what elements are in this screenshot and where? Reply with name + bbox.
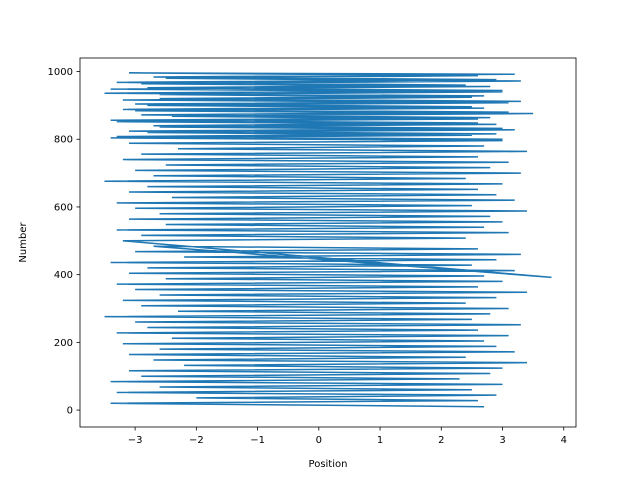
- y-tick-label: 200: [54, 338, 73, 349]
- series-line-0: [104, 72, 552, 408]
- y-tick-label: 600: [54, 202, 73, 213]
- x-axis-label: Position: [309, 459, 348, 470]
- x-axis-ticks: −3 −2 −1 0 1 2 3 4: [128, 427, 567, 446]
- x-tick-label: −2: [189, 435, 204, 446]
- y-tick-label: 0: [67, 406, 73, 417]
- x-tick-label: 4: [561, 435, 567, 446]
- axes-frame: [79, 57, 577, 428]
- x-tick-label: 0: [316, 435, 322, 446]
- x-tick-label: −1: [250, 435, 265, 446]
- x-tick-label: 3: [499, 435, 505, 446]
- y-tick-label: 800: [54, 135, 73, 146]
- y-tick-label: 1000: [48, 67, 73, 78]
- y-tick-label: 400: [54, 270, 73, 281]
- plot-area: [104, 72, 552, 408]
- x-tick-label: 2: [438, 435, 444, 446]
- x-tick-label: −3: [128, 435, 143, 446]
- y-axis-label: Number: [18, 222, 29, 263]
- y-axis-ticks: 0 200 400 600 800 1000: [48, 67, 80, 417]
- x-tick-label: 1: [377, 435, 383, 446]
